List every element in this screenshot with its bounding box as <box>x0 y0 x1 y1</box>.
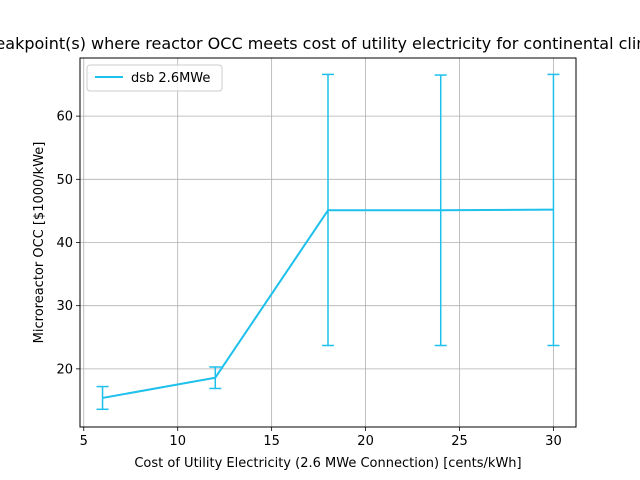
x-tick-label: 10 <box>169 434 186 449</box>
x-tick-label: 25 <box>451 434 468 449</box>
x-axis-title: Cost of Utility Electricity (2.6 MWe Con… <box>134 456 521 471</box>
y-tick-label: 50 <box>56 173 73 188</box>
x-tick-label: 30 <box>545 434 562 449</box>
x-tick-label: 15 <box>263 434 280 449</box>
y-tick-label: 30 <box>56 299 73 314</box>
x-tick-label: 20 <box>357 434 374 449</box>
series-line <box>102 208 554 399</box>
x-tick-label: 5 <box>80 434 88 449</box>
series-layer <box>96 73 560 411</box>
y-tick-label: 20 <box>56 362 73 377</box>
ticks: 5 10 15 20 25 30 20 30 40 50 60 <box>56 110 561 449</box>
y-axis-title: Microreactor OCC [$1000/kWe] <box>32 142 47 344</box>
chart-title: Breakpoint(s) where reactor OCC meets co… <box>0 34 640 53</box>
legend: dsb 2.6MWe <box>86 64 223 92</box>
y-tick-label: 60 <box>56 110 73 125</box>
y-tick-label: 40 <box>56 236 73 251</box>
legend-box <box>86 64 223 92</box>
legend-label: dsb 2.6MWe <box>131 71 210 86</box>
